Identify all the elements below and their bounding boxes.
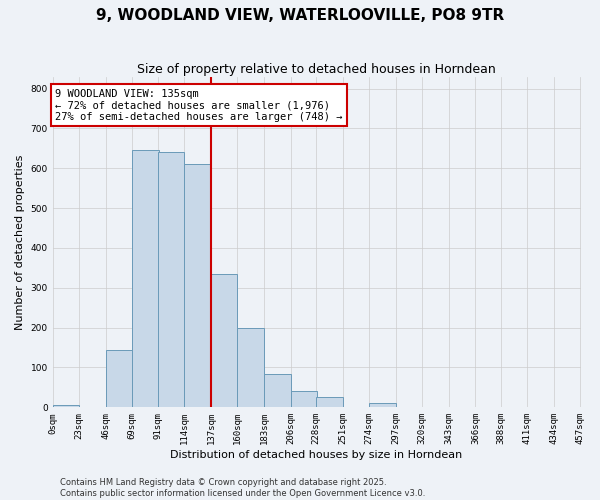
Y-axis label: Number of detached properties: Number of detached properties bbox=[15, 154, 25, 330]
Bar bbox=[106, 350, 133, 408]
Text: 9 WOODLAND VIEW: 135sqm
← 72% of detached houses are smaller (1,976)
27% of semi: 9 WOODLAND VIEW: 135sqm ← 72% of detache… bbox=[55, 88, 343, 122]
Text: 9, WOODLAND VIEW, WATERLOOVILLE, PO8 9TR: 9, WOODLAND VIEW, WATERLOOVILLE, PO8 9TR bbox=[96, 8, 504, 22]
Bar bbox=[369, 404, 396, 407]
Bar bbox=[290, 390, 317, 407]
Bar bbox=[133, 150, 159, 408]
Bar bbox=[238, 328, 264, 407]
Bar bbox=[316, 398, 343, 407]
Text: Contains HM Land Registry data © Crown copyright and database right 2025.
Contai: Contains HM Land Registry data © Crown c… bbox=[60, 478, 425, 498]
Bar bbox=[158, 152, 184, 408]
X-axis label: Distribution of detached houses by size in Horndean: Distribution of detached houses by size … bbox=[170, 450, 463, 460]
Bar bbox=[184, 164, 211, 408]
Bar bbox=[211, 274, 238, 407]
Bar bbox=[53, 406, 79, 407]
Bar bbox=[264, 374, 290, 408]
Title: Size of property relative to detached houses in Horndean: Size of property relative to detached ho… bbox=[137, 62, 496, 76]
